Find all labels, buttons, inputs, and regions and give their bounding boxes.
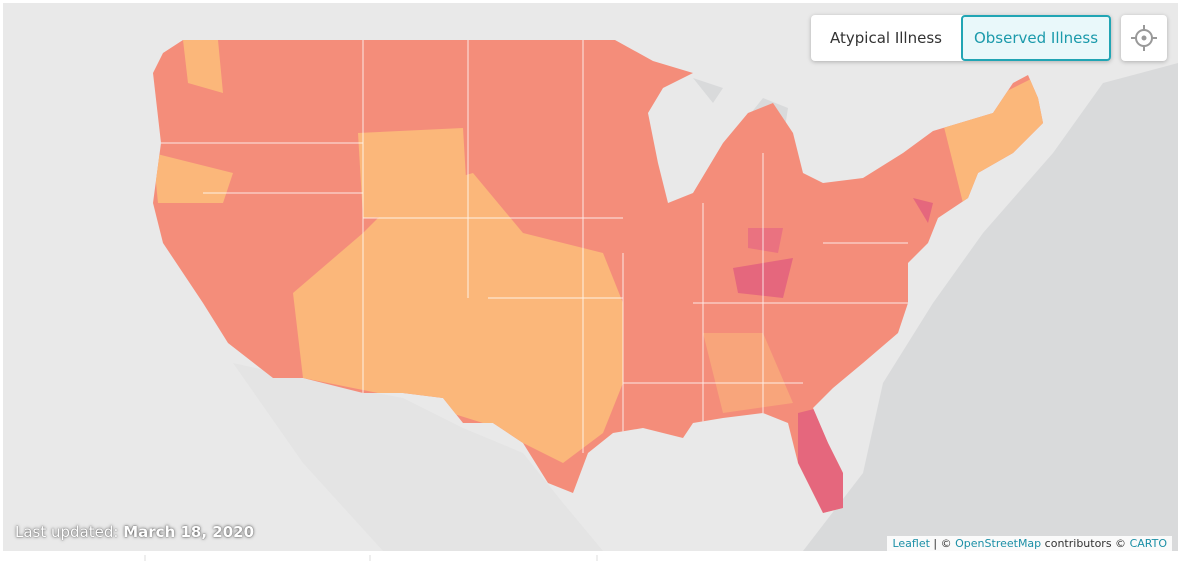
- region: [748, 228, 783, 253]
- osm-link[interactable]: OpenStreetMap: [955, 537, 1042, 550]
- region: [943, 73, 1043, 203]
- last-updated: Last updated: March 18, 2020: [15, 523, 254, 541]
- locate-button[interactable]: [1121, 15, 1167, 61]
- last-updated-date: March 18, 2020: [123, 523, 255, 541]
- last-updated-label: Last updated:: [15, 523, 119, 541]
- region: [913, 198, 933, 223]
- toggle-option[interactable]: Observed Illness: [961, 15, 1111, 61]
- attribution: Leaflet | © OpenStreetMap contributors ©…: [887, 536, 1172, 551]
- separator: |: [933, 537, 938, 550]
- region: [153, 153, 233, 203]
- state-borders: [153, 40, 908, 453]
- contributors: contributors ©: [1044, 537, 1127, 550]
- toggle-option[interactable]: Atypical Illness: [830, 29, 942, 47]
- mexico: [233, 363, 603, 551]
- layer-toggle: Atypical Illness Observed Illness: [811, 15, 1111, 61]
- copyright: ©: [940, 537, 952, 550]
- carto-link[interactable]: CARTO: [1129, 537, 1167, 550]
- map-canvas: [3, 3, 1178, 551]
- region: [798, 408, 843, 513]
- region: [703, 333, 793, 413]
- region: [183, 40, 223, 93]
- region: [358, 128, 468, 218]
- locate-icon: [1131, 25, 1157, 51]
- bottom-strip: [144, 555, 598, 561]
- map[interactable]: Atypical Illness Observed Illness Last u…: [3, 3, 1178, 551]
- leaflet-link[interactable]: Leaflet: [892, 537, 930, 550]
- region: [293, 173, 623, 463]
